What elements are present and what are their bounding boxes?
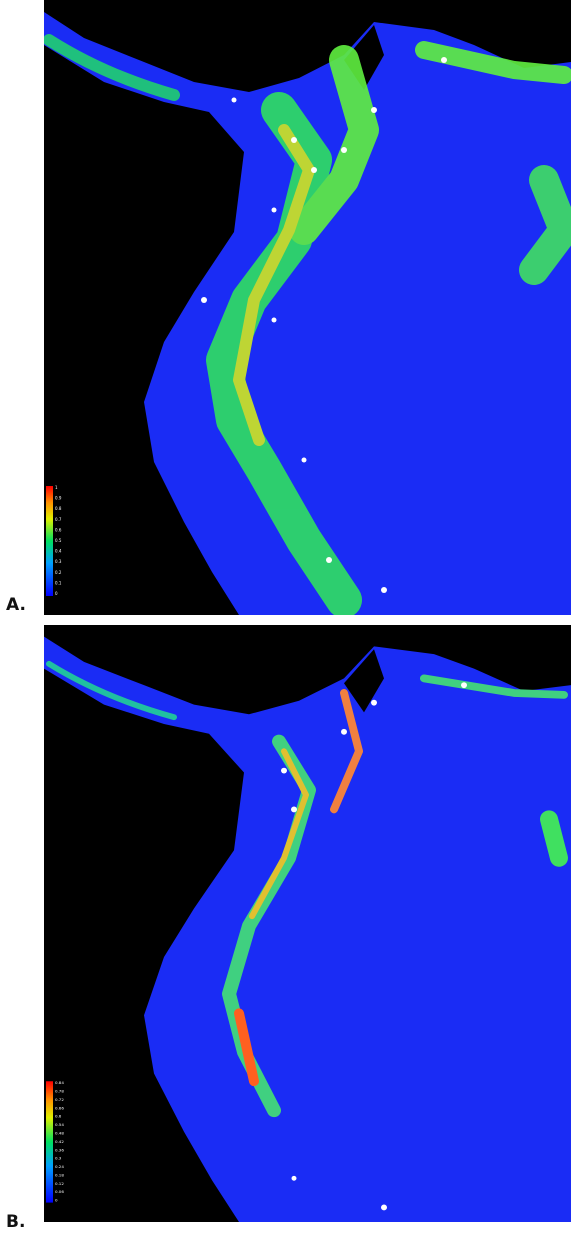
legend-label: 0.66 [55, 1105, 64, 1110]
legend-label: 0.6 [55, 527, 62, 532]
legend-label: 0.12 [55, 1181, 64, 1186]
legend-label: 0 [55, 1198, 58, 1203]
legend-label: 0.36 [55, 1147, 64, 1152]
legend-label: 0.8 [55, 506, 62, 511]
legend-label: 0.2 [55, 570, 62, 575]
legend-label: 0.42 [55, 1139, 64, 1144]
legend-bar [46, 486, 53, 596]
legend-label: 0.3 [55, 559, 62, 564]
legend-label: 0.5 [55, 538, 62, 543]
legend-label: 0.7 [55, 517, 62, 522]
panel-label: B. [6, 1212, 26, 1232]
legend-label: 0.72 [55, 1097, 64, 1102]
legend-label: 0.06 [55, 1189, 64, 1194]
legend-label: 0.18 [55, 1173, 64, 1178]
map-a: 1 0.9 0.8 0.7 0.6 0.5 0.4 0.3 0.2 0.1 0 [44, 0, 571, 615]
legend-label: 0.24 [55, 1164, 64, 1169]
legend-label: 1 [55, 485, 58, 490]
legend-label: 0.4 [55, 549, 62, 554]
legend-label: 0 [55, 591, 58, 596]
legend-label: 0.3 [55, 1156, 62, 1161]
legend-label: 0.6 [55, 1114, 62, 1119]
legend-label: 0.9 [55, 496, 62, 501]
legend-label: 0.78 [55, 1089, 64, 1094]
legend-label: 0.48 [55, 1131, 64, 1136]
legend-label: 0.54 [55, 1122, 64, 1127]
map-b: 0.84 0.78 0.72 0.66 0.6 0.54 0.48 0.42 0.36 0.3 0.… [44, 625, 571, 1222]
panel-label: A. [6, 595, 26, 615]
legend-label: 0.84 [55, 1080, 64, 1085]
legend-bar [46, 1081, 53, 1203]
legend-label: 0.1 [55, 580, 62, 585]
